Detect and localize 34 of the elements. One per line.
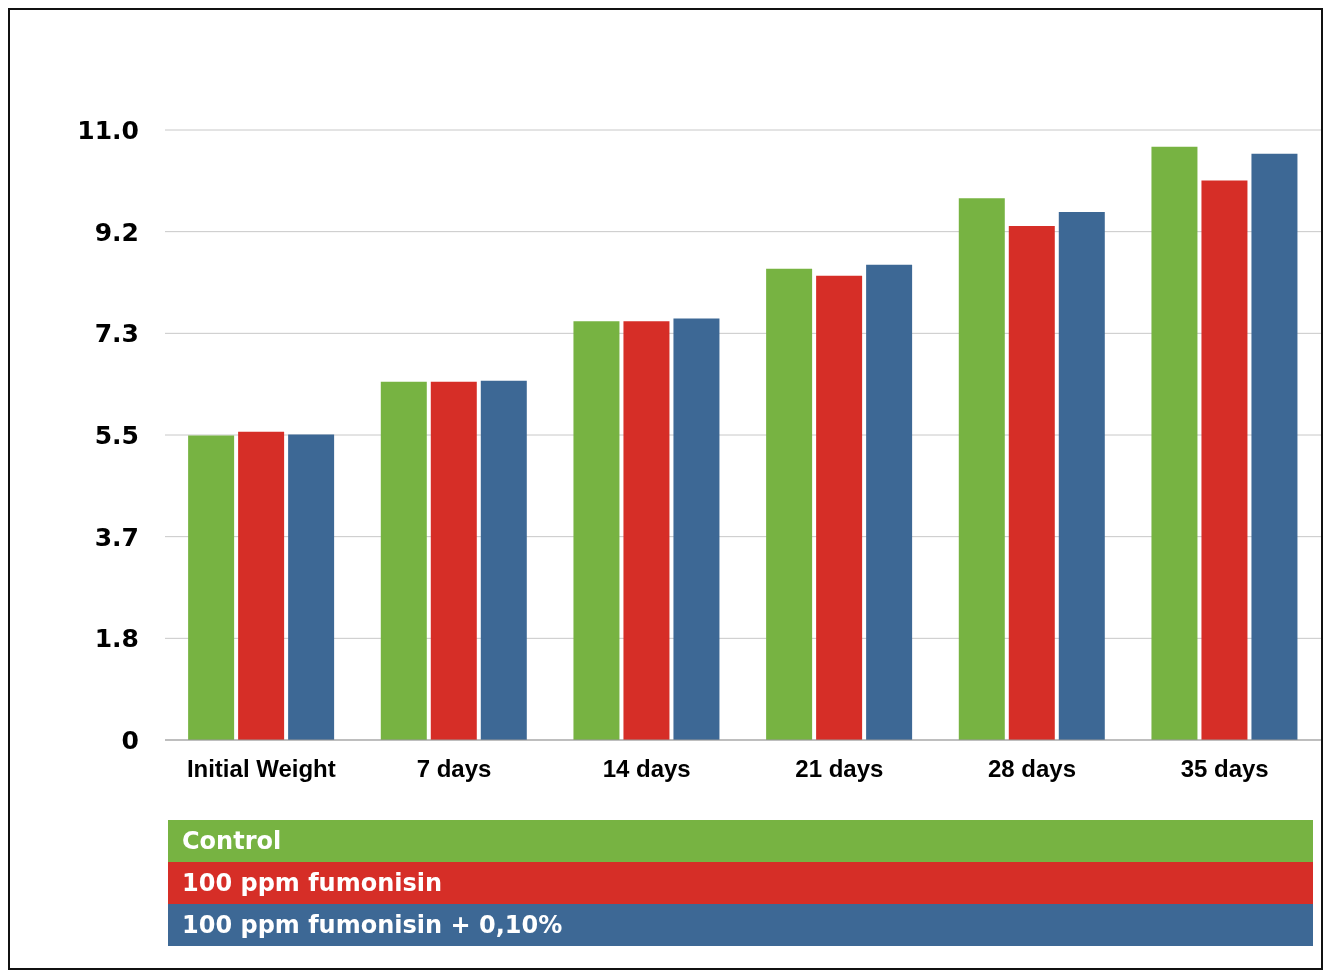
y-tick-label: 5.5 bbox=[94, 420, 139, 450]
bar bbox=[430, 381, 477, 740]
bar bbox=[380, 381, 427, 740]
y-tick-label: 9.2 bbox=[94, 217, 139, 247]
bar bbox=[238, 431, 285, 740]
x-tick-label: 7 days bbox=[416, 755, 492, 783]
bar bbox=[1251, 153, 1298, 740]
text: 100 ppm fumonisin bbox=[168, 862, 1313, 904]
bar bbox=[288, 434, 335, 740]
bar bbox=[188, 435, 235, 740]
y-tick-label: 1.8 bbox=[94, 624, 139, 654]
y-tick-label: 7.3 bbox=[94, 319, 139, 349]
bar bbox=[480, 380, 527, 740]
bar bbox=[866, 264, 913, 740]
bar bbox=[573, 321, 620, 740]
x-tick-label: 21 days bbox=[795, 755, 884, 783]
bar bbox=[673, 318, 720, 740]
y-tick-label: 0 bbox=[121, 725, 139, 755]
bar bbox=[1151, 146, 1198, 740]
bar bbox=[1058, 212, 1105, 740]
text: 100 ppm fumonisin + 0,10% bbox=[168, 904, 1313, 946]
x-tick-label: 14 days bbox=[602, 755, 691, 783]
x-tick-label: 28 days bbox=[987, 755, 1077, 783]
y-tick-label: 3.7 bbox=[94, 522, 139, 552]
bar bbox=[623, 321, 670, 740]
x-tick-label: 35 days bbox=[1180, 755, 1269, 783]
bar bbox=[816, 275, 863, 740]
y-tick-label: 11.0 bbox=[77, 115, 139, 145]
bar bbox=[1008, 225, 1055, 740]
bar bbox=[1201, 180, 1248, 740]
bar bbox=[766, 268, 813, 740]
text: Control bbox=[168, 820, 1313, 862]
x-tick-label: Initial Weight bbox=[186, 755, 336, 783]
bar bbox=[958, 198, 1005, 740]
